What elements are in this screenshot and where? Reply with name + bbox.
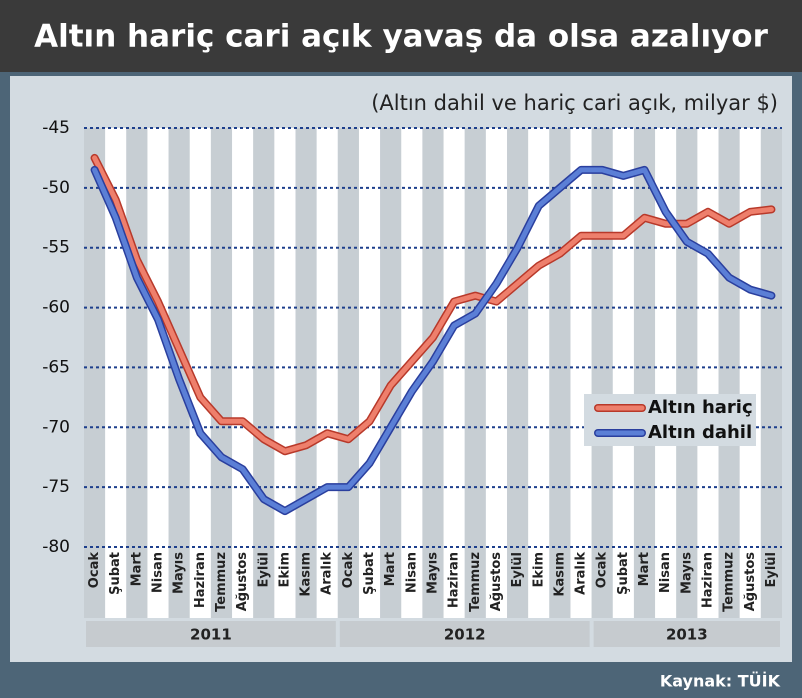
legend-label: Altın hariç: [648, 397, 753, 418]
chart-title: Altın hariç cari açık yavaş da olsa azal…: [34, 19, 768, 55]
x-tick-label: Mayıs: [426, 552, 441, 594]
x-tick-label: Eylül: [510, 552, 525, 588]
stripe: [633, 128, 656, 618]
x-tick-label: Ağustos: [235, 552, 250, 612]
x-tick-label: Haziran: [193, 552, 208, 608]
x-tick-label: Ekim: [531, 552, 546, 588]
stripe: [443, 128, 465, 618]
stripe: [274, 128, 296, 618]
x-tick-label: Ağustos: [489, 552, 504, 612]
stripe: [485, 128, 508, 618]
y-tick-label: -60: [42, 298, 70, 318]
year-label: 2013: [666, 626, 708, 644]
x-tick-label: Ekim: [277, 552, 292, 588]
stripe: [358, 128, 381, 618]
legend-label: Altın dahil: [648, 422, 752, 443]
y-tick-label: -45: [42, 118, 70, 138]
x-tick-label: Aralık: [574, 552, 589, 595]
subtitle: (Altın dahil ve hariç cari açık, milyar …: [371, 91, 778, 115]
x-tick-label: Mayıs: [172, 552, 187, 594]
x-tick-label: Ocak: [595, 552, 610, 589]
x-tick-label: Eylül: [256, 552, 271, 588]
x-tick-label: Şubat: [108, 552, 123, 595]
y-tick-label: -65: [42, 357, 70, 377]
stripe: [126, 128, 148, 618]
source: Kaynak: TÜİK: [660, 672, 781, 691]
stripe: [189, 128, 211, 618]
year-label: 2011: [190, 626, 232, 644]
stripe: [760, 128, 782, 618]
y-tick-label: -70: [42, 417, 70, 437]
stripe: [316, 128, 338, 618]
x-tick-label: Mart: [383, 552, 398, 586]
x-tick-label: Eylül: [764, 552, 779, 588]
stripe: [295, 128, 317, 618]
stripe: [655, 128, 677, 618]
x-tick-label: Mart: [637, 552, 652, 586]
x-tick-label: Temmuz: [722, 552, 737, 612]
stripe: [210, 128, 233, 618]
stripe: [591, 128, 613, 618]
stripe: [232, 128, 254, 618]
y-tick-label: -50: [42, 178, 70, 198]
stripe: [380, 128, 402, 618]
stripe: [147, 128, 169, 618]
stripe: [337, 128, 359, 618]
x-tick-label: Nisan: [658, 552, 673, 593]
stripe: [507, 128, 529, 618]
line: [92, 167, 774, 514]
stripe: [697, 128, 719, 618]
y-tick-label: -75: [42, 477, 70, 497]
x-tick-label: Mart: [129, 552, 144, 586]
x-tick-label: Şubat: [616, 552, 631, 595]
x-tick-label: Temmuz: [468, 552, 483, 612]
stripe: [401, 128, 423, 618]
stripe: [464, 128, 486, 618]
x-tick-label: Aralık: [320, 552, 335, 595]
y-tick-label: -55: [42, 238, 70, 258]
stripe: [549, 128, 571, 618]
x-tick-label: Haziran: [447, 552, 462, 608]
year-label: 2012: [444, 626, 486, 644]
stripe: [612, 128, 634, 618]
x-tick-label: Şubat: [362, 552, 377, 595]
x-tick-label: Temmuz: [214, 552, 229, 612]
stripe: [676, 128, 698, 618]
year-band: [593, 621, 780, 647]
x-tick-label: Haziran: [700, 552, 715, 608]
stripe: [422, 128, 444, 618]
stripe: [528, 128, 550, 618]
y-tick-label: -80: [42, 537, 70, 557]
x-tick-label: Ocak: [341, 552, 356, 589]
stripe: [253, 128, 275, 618]
stripe: [105, 128, 127, 618]
title-bar: [0, 0, 802, 72]
stripe: [739, 128, 761, 618]
x-tick-label: Kasım: [552, 552, 567, 597]
x-tick-label: Kasım: [299, 552, 314, 597]
stripe: [84, 128, 106, 618]
stripe: [718, 128, 740, 618]
x-tick-label: Nisan: [151, 552, 166, 593]
stripe: [570, 128, 592, 618]
year-band: [339, 621, 590, 647]
line: [92, 155, 774, 454]
x-tick-label: Ocak: [87, 552, 102, 589]
x-tick-label: Mayıs: [679, 552, 694, 594]
legend-box: [584, 394, 756, 446]
x-tick-label: Ağustos: [743, 552, 758, 612]
year-band: [86, 621, 336, 647]
x-tick-label: Nisan: [404, 552, 419, 593]
plot: -45 -50 -55 -60 -65 -70 -75 -80 Ocak Şubat Mart Nis…: [42, 118, 782, 647]
